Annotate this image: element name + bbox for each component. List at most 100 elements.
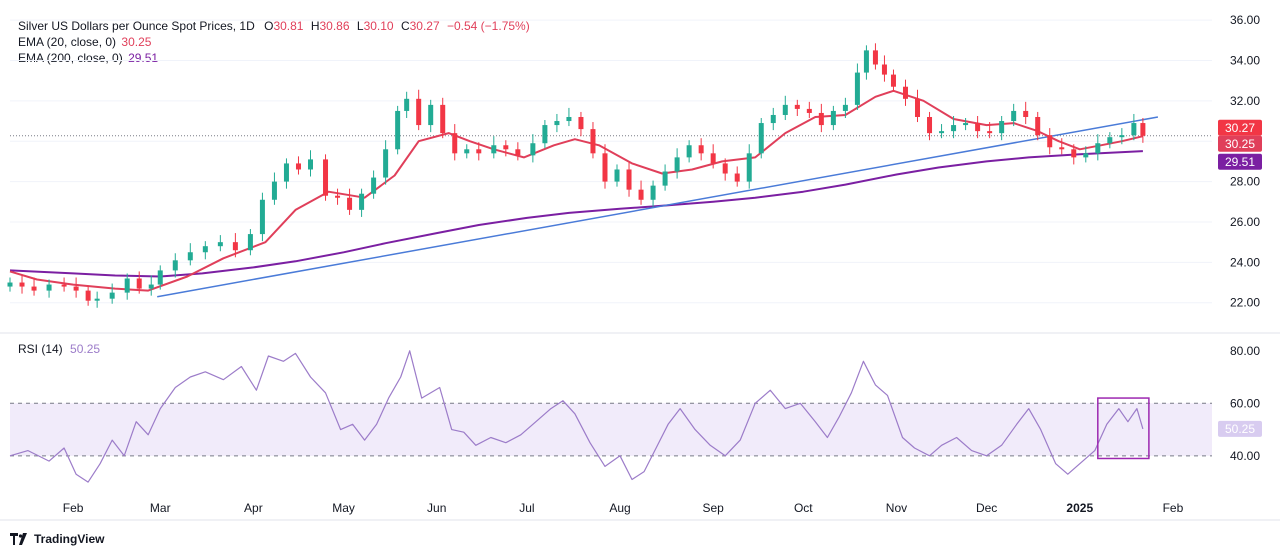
candle-body	[503, 145, 509, 150]
candle-body	[662, 171, 668, 186]
candle-body	[872, 50, 878, 65]
candle-body	[951, 125, 957, 132]
candle-body	[1011, 110, 1017, 122]
price-tick-label: 36.00	[1230, 13, 1260, 27]
candle-body	[927, 116, 933, 134]
candle-body	[818, 112, 824, 126]
candle-body	[782, 104, 788, 115]
price-tick-label: 32.00	[1230, 94, 1260, 108]
candle-body	[881, 64, 887, 75]
candle-body	[902, 86, 908, 99]
brand-name: TradingView	[34, 532, 105, 546]
rsi-value-label: 50.25	[70, 342, 101, 356]
rsi-value-tag-label: 50.25	[1225, 422, 1255, 436]
candle-body	[794, 104, 800, 109]
candle-body	[308, 159, 313, 170]
candle-body	[491, 145, 497, 154]
candle-body	[109, 292, 115, 299]
x-tick-label: Apr	[244, 501, 263, 515]
x-tick-label: 2025	[1066, 501, 1093, 515]
candle-body	[19, 282, 25, 287]
candle-body	[371, 177, 377, 194]
candle-body	[1035, 116, 1041, 136]
candle-body	[383, 149, 389, 178]
candle-body	[999, 121, 1005, 134]
low-value: 30.10	[363, 19, 394, 33]
close-label: C	[400, 19, 410, 33]
chart-canvas[interactable]: 22.0024.0026.0028.0030.0032.0034.0036.00…	[0, 0, 1280, 530]
candle-body	[1131, 123, 1137, 136]
candle-body	[806, 108, 812, 113]
candle-body	[915, 98, 921, 117]
candle-body	[271, 181, 277, 200]
candle-body	[987, 131, 993, 134]
candle-body	[295, 163, 301, 170]
candle-body	[46, 284, 52, 291]
candle-body	[746, 153, 752, 182]
x-tick-label: Mar	[150, 501, 171, 515]
candle-body	[1083, 153, 1089, 158]
candle-body	[359, 193, 365, 210]
candle-body	[626, 169, 632, 190]
ema20-label: EMA (20, close, 0)	[18, 35, 117, 49]
ema20-line	[9, 89, 1144, 292]
candle-body	[758, 123, 764, 154]
ema200-line	[9, 150, 1143, 278]
candle-body	[1107, 137, 1113, 144]
candle-body	[61, 284, 67, 287]
rsi-label: RSI (14)	[18, 342, 63, 356]
price-tag-label: 30.27	[1225, 121, 1255, 135]
candle-body	[476, 149, 482, 154]
candle-body	[602, 153, 608, 182]
candle-body	[94, 298, 100, 301]
footer: TradingView	[10, 532, 104, 546]
chart-title: Silver US Dollars per Ounce Spot Prices,…	[18, 19, 255, 33]
price-tag	[1218, 119, 1262, 136]
ema20-legend: EMA (20, close, 0) 30.25	[18, 34, 151, 50]
candle-body	[440, 104, 446, 134]
ema20-value: 30.25	[121, 35, 152, 49]
candle-body	[452, 133, 458, 154]
candle-body	[335, 195, 341, 198]
candle-body	[1047, 135, 1053, 148]
rsi-highlight-box	[1097, 397, 1150, 460]
candle-body	[172, 260, 178, 271]
candle-body	[842, 104, 848, 111]
candle-body	[674, 157, 680, 172]
candle-body	[854, 72, 860, 105]
rsi-tick-label: 60.00	[1230, 396, 1260, 410]
candle-body	[136, 278, 142, 289]
candle-body	[404, 98, 410, 111]
candle-body	[85, 290, 91, 301]
candle-body	[1059, 147, 1065, 150]
candle-body	[347, 197, 353, 210]
change-value: −0.54 (−1.75%)	[446, 19, 530, 33]
x-tick-label: Aug	[609, 501, 630, 515]
candle-body	[578, 116, 584, 130]
candle-body	[283, 163, 289, 182]
open-value: 30.81	[273, 19, 304, 33]
x-tick-label: Dec	[976, 501, 997, 515]
rsi-line	[9, 350, 1144, 483]
ema200-value: 29.51	[128, 51, 159, 65]
candle-body	[698, 145, 704, 154]
candle-body	[975, 123, 981, 132]
candle-body	[554, 121, 560, 126]
candle-body	[530, 143, 536, 156]
candle-body	[148, 284, 154, 289]
candle-body	[73, 286, 79, 291]
candle-body	[1119, 135, 1125, 138]
candle-body	[614, 169, 620, 182]
candle-body	[395, 110, 401, 150]
rsi-legend: RSI (14) 50.25	[18, 341, 100, 357]
candle-body	[770, 114, 776, 124]
candle-body	[1140, 123, 1146, 136]
x-tick-label: Jun	[427, 501, 446, 515]
candle-body	[1023, 110, 1029, 117]
price-tag-label: 29.51	[1225, 155, 1255, 169]
tradingview-logo-icon	[10, 533, 27, 545]
candle-body	[31, 286, 37, 291]
x-tick-label: Oct	[794, 501, 813, 515]
x-tick-label: Jul	[519, 501, 534, 515]
x-tick-label: Sep	[702, 501, 724, 515]
